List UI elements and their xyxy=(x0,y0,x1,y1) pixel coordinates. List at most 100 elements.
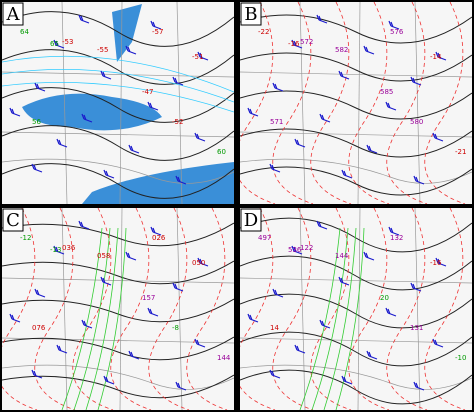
panel: 144 122 132 497 536 -16 14 -10 131 20 D xyxy=(240,208,472,410)
contour xyxy=(2,163,234,199)
wind-barb xyxy=(341,169,353,179)
station-value: 571 xyxy=(270,118,283,126)
wind-barb xyxy=(269,369,281,379)
moisture-line xyxy=(323,227,357,410)
wind-barb xyxy=(197,51,209,61)
wind-barb xyxy=(366,144,378,154)
boundary xyxy=(2,364,234,390)
panel-bg xyxy=(240,2,472,204)
wind-barb xyxy=(197,257,209,267)
label-box xyxy=(2,208,24,232)
panel: 582 572 576 -22 -16 -14 571 -21 580 585 B xyxy=(240,2,472,204)
moisture-line xyxy=(311,227,349,410)
station-value: -51 xyxy=(192,53,203,61)
isotherm xyxy=(240,2,276,204)
wind-barb xyxy=(363,45,375,55)
boundary xyxy=(119,2,123,204)
station-value: 026 xyxy=(152,234,166,242)
wind-barb xyxy=(413,175,425,185)
station-value: 580 xyxy=(410,118,423,126)
contour xyxy=(240,14,472,44)
isotach-line xyxy=(2,68,234,103)
wind-barb xyxy=(294,138,306,148)
moisture-line xyxy=(85,227,119,410)
station-value: 585 xyxy=(380,88,393,96)
isotherm xyxy=(386,208,428,410)
wind-barb xyxy=(294,344,306,354)
label-box xyxy=(240,208,262,232)
boundary xyxy=(240,158,472,184)
wind-barb xyxy=(291,245,303,255)
wind-barb xyxy=(9,313,21,323)
station-value: 144 xyxy=(217,354,231,362)
isotherm xyxy=(110,208,152,410)
station-value: -52 xyxy=(172,118,183,126)
wind-barb xyxy=(125,45,137,55)
isotherm xyxy=(148,208,190,410)
contour xyxy=(240,331,472,367)
wind-barb xyxy=(272,82,284,92)
wind-barb xyxy=(78,220,90,230)
wind-barb xyxy=(194,132,206,142)
contour xyxy=(240,52,472,82)
isotherm xyxy=(272,208,314,410)
moisture-line xyxy=(299,227,341,410)
boundary xyxy=(2,158,234,184)
wind-barb xyxy=(432,338,444,348)
station-value: -14 xyxy=(430,53,442,61)
station-value: -16 xyxy=(430,259,442,267)
boundary xyxy=(240,364,472,390)
wind-barb xyxy=(316,14,328,24)
boundary xyxy=(61,208,68,410)
boundary xyxy=(119,208,123,410)
station-value: -57 xyxy=(152,28,163,36)
label-box xyxy=(2,2,24,26)
contour xyxy=(240,90,472,120)
wind-barb xyxy=(56,344,68,354)
station-value: -22 xyxy=(258,28,269,36)
wind-barb xyxy=(435,257,447,267)
station-value: 036 xyxy=(62,244,76,252)
wind-barb xyxy=(9,107,21,117)
wind-barb xyxy=(388,20,400,30)
station-value: 572 xyxy=(300,38,313,46)
station-value: -10 xyxy=(455,354,466,362)
station-value: -13 xyxy=(50,246,61,254)
station-value: 050 xyxy=(192,259,205,267)
isotherm xyxy=(424,208,466,410)
contour xyxy=(2,336,234,361)
wind-barb xyxy=(172,282,184,292)
wind-barb xyxy=(78,14,90,24)
panel-label: B xyxy=(244,4,257,25)
contour xyxy=(240,217,472,253)
isotherm xyxy=(34,208,76,410)
wind-barb xyxy=(103,375,115,385)
wind-barb xyxy=(338,70,350,80)
wind-barb xyxy=(413,381,425,391)
contour xyxy=(2,49,234,85)
isotherm xyxy=(2,208,38,410)
wind-barb xyxy=(53,39,65,49)
wind-barb xyxy=(316,220,328,230)
contour xyxy=(2,222,234,247)
station-value: 65 xyxy=(50,40,59,48)
wind-barb xyxy=(100,276,112,286)
wind-barb xyxy=(100,70,112,80)
boundary xyxy=(299,2,306,204)
isotherm xyxy=(272,2,314,204)
boundary xyxy=(414,2,421,204)
boundary xyxy=(357,208,361,410)
wind-barb xyxy=(432,132,444,142)
wind-barb xyxy=(56,138,68,148)
wind-barb xyxy=(388,226,400,236)
wind-barb xyxy=(410,76,422,86)
wind-barb xyxy=(269,163,281,173)
station-value: 582 xyxy=(335,46,348,54)
boundary xyxy=(357,2,361,204)
wind-barb xyxy=(175,381,187,391)
wind-barb xyxy=(363,251,375,261)
wind-barb xyxy=(247,313,259,323)
wind-barb xyxy=(319,319,331,329)
wind-barb xyxy=(147,307,159,317)
